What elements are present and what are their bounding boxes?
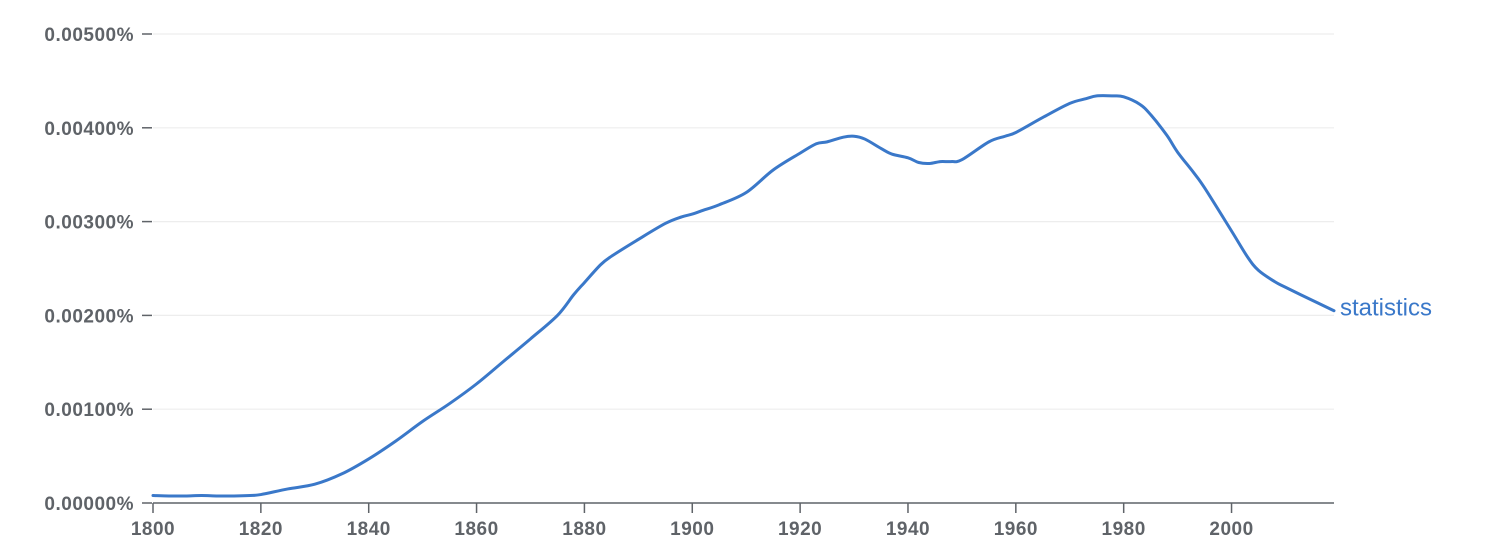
x-tick-label: 1880 <box>562 519 606 540</box>
y-tick-label: 0.00500% <box>44 25 134 46</box>
series-lines <box>151 94 1336 498</box>
y-tick-label: 0.00100% <box>44 400 134 421</box>
x-tick-label: 1900 <box>670 519 714 540</box>
x-tick-label: 2000 <box>1209 519 1253 540</box>
series-labels: statistics <box>1340 295 1432 322</box>
y-axis-ticks: 0.00000% 0.00100% 0.00200% 0.00300% 0.00400%… <box>44 25 152 515</box>
x-axis-ticks: 1800 1820 1840 1860 1880 1900 1920 1940 1960 1980… <box>131 503 1253 540</box>
y-tick-label: 0.00000% <box>44 494 134 515</box>
y-tick-label: 0.00400% <box>44 119 134 140</box>
x-tick-label: 1860 <box>454 519 498 540</box>
x-tick-label: 1800 <box>131 519 175 540</box>
x-tick-label: 1980 <box>1102 519 1146 540</box>
series-line-statistics <box>151 94 1336 498</box>
gridlines <box>153 33 1334 410</box>
x-tick-label: 1940 <box>886 519 930 540</box>
y-tick-label: 0.00300% <box>44 213 134 234</box>
x-tick-label: 1820 <box>239 519 283 540</box>
x-tick-label: 1960 <box>994 519 1038 540</box>
x-tick-label: 1920 <box>778 519 822 540</box>
series-label-statistics: statistics <box>1340 295 1432 322</box>
y-tick-label: 0.00200% <box>44 306 134 327</box>
x-tick-label: 1840 <box>347 519 391 540</box>
